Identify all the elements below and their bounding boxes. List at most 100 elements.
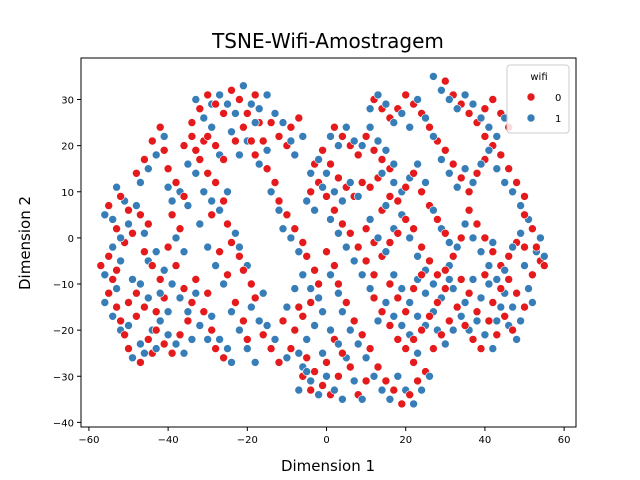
point-wifi-1 <box>516 201 525 210</box>
point-wifi-0 <box>464 109 474 118</box>
point-wifi-1 <box>227 127 236 137</box>
point-wifi-0 <box>140 155 149 164</box>
point-wifi-0 <box>464 205 474 215</box>
point-wifi-0 <box>250 150 260 160</box>
point-wifi-1 <box>235 325 244 335</box>
point-wifi-0 <box>250 293 260 303</box>
x-tick-label: −60 <box>78 435 99 446</box>
point-wifi-1 <box>250 118 260 127</box>
point-wifi-1 <box>381 99 391 109</box>
point-wifi-0 <box>361 224 371 233</box>
point-wifi-0 <box>496 284 506 293</box>
point-wifi-1 <box>136 339 145 349</box>
point-wifi-1 <box>227 358 236 367</box>
point-wifi-0 <box>258 330 268 340</box>
point-wifi-0 <box>365 344 375 353</box>
point-wifi-1 <box>326 215 335 224</box>
point-wifi-0 <box>211 344 220 353</box>
point-wifi-0 <box>417 242 426 252</box>
point-wifi-0 <box>488 298 498 307</box>
point-wifi-0 <box>452 302 462 312</box>
point-wifi-1 <box>227 307 236 317</box>
y-tick-label: −20 <box>53 326 74 337</box>
point-wifi-1 <box>211 261 220 270</box>
point-wifi-0 <box>405 390 415 400</box>
point-wifi-0 <box>239 265 248 275</box>
point-wifi-0 <box>381 376 391 386</box>
point-wifi-0 <box>480 270 490 280</box>
point-wifi-0 <box>448 251 458 261</box>
point-wifi-1 <box>171 233 181 243</box>
point-wifi-1 <box>136 279 145 289</box>
point-wifi-1 <box>508 242 517 252</box>
point-wifi-0 <box>211 99 220 109</box>
point-wifi-0 <box>294 113 304 123</box>
y-tick-label: 20 <box>61 142 74 153</box>
point-wifi-0 <box>520 192 529 201</box>
point-wifi-1 <box>389 159 399 169</box>
point-wifi-1 <box>444 238 454 247</box>
point-wifi-0 <box>179 284 189 293</box>
point-wifi-1 <box>155 288 165 298</box>
point-wifi-1 <box>452 242 462 252</box>
plot-frame <box>80 57 577 428</box>
point-wifi-1 <box>163 307 173 317</box>
point-wifi-1 <box>306 169 316 178</box>
point-wifi-1 <box>100 270 110 280</box>
point-wifi-1 <box>223 344 232 353</box>
point-wifi-1 <box>460 90 470 100</box>
point-wifi-0 <box>433 298 442 307</box>
point-wifi-0 <box>163 164 173 173</box>
legend: wifi 0 1 <box>506 64 570 134</box>
point-wifi-0 <box>116 192 125 201</box>
point-wifi-1 <box>365 215 375 224</box>
point-wifi-1 <box>528 298 537 307</box>
x-tick-label: 40 <box>479 435 492 446</box>
point-wifi-0 <box>512 178 521 187</box>
point-wifi-0 <box>385 192 395 201</box>
point-wifi-1 <box>116 256 125 266</box>
point-wifi-0 <box>456 173 466 183</box>
point-wifi-0 <box>199 307 209 317</box>
y-tick-label: −10 <box>53 280 74 291</box>
point-wifi-0 <box>155 275 165 284</box>
point-wifi-0 <box>203 90 212 100</box>
legend-label-1: 1 <box>555 114 561 125</box>
point-wifi-1 <box>429 132 438 141</box>
point-wifi-1 <box>492 132 502 141</box>
point-wifi-0 <box>440 284 450 293</box>
point-wifi-1 <box>484 122 494 132</box>
point-wifi-1 <box>484 261 494 270</box>
point-wifi-0 <box>393 196 403 206</box>
point-wifi-1 <box>492 316 502 326</box>
point-wifi-1 <box>314 390 323 400</box>
point-wifi-1 <box>520 261 529 270</box>
point-wifi-0 <box>195 155 205 164</box>
point-wifi-1 <box>132 201 141 210</box>
point-wifi-0 <box>136 358 145 367</box>
point-wifi-0 <box>409 335 418 344</box>
point-wifi-1 <box>100 210 110 220</box>
point-wifi-0 <box>306 298 316 307</box>
point-wifi-0 <box>314 279 323 289</box>
point-wifi-1 <box>314 155 323 164</box>
point-wifi-1 <box>144 293 153 303</box>
point-wifi-0 <box>282 210 292 220</box>
point-wifi-0 <box>120 330 129 340</box>
point-wifi-1 <box>500 265 510 275</box>
point-wifi-1 <box>480 330 490 340</box>
point-wifi-1 <box>338 196 347 206</box>
point-wifi-0 <box>488 95 498 104</box>
point-wifi-0 <box>140 302 149 312</box>
point-wifi-1 <box>361 353 371 363</box>
point-wifi-1 <box>163 182 173 192</box>
point-wifi-0 <box>425 311 434 321</box>
point-wifi-0 <box>330 205 339 215</box>
point-wifi-0 <box>480 233 490 243</box>
point-wifi-0 <box>274 132 284 141</box>
point-wifi-0 <box>116 316 125 326</box>
point-wifi-1 <box>492 275 502 284</box>
legend-marker-0 <box>526 92 536 102</box>
point-wifi-1 <box>397 109 407 118</box>
point-wifi-1 <box>302 196 312 206</box>
